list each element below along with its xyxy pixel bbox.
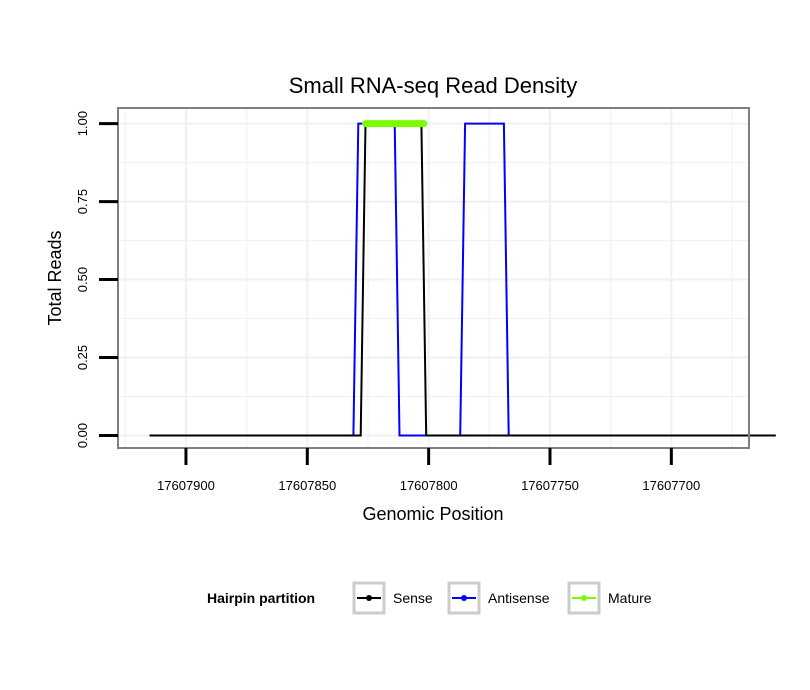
y-axis: 0.00 0.25 0.50 0.75 1.00: [75, 111, 118, 448]
y-tick-label: 0.50: [75, 267, 90, 292]
x-axis: 17607900 17607850 17607800 17607750 17607700: [157, 448, 700, 493]
chart-title: Small RNA-seq Read Density: [289, 73, 578, 98]
legend: Hairpin partition Sense Antisense Mature: [207, 581, 652, 615]
gridlines: [118, 108, 749, 448]
legend-label-antisense: Antisense: [488, 590, 550, 606]
series-layer: [149, 120, 776, 437]
legend-label-mature: Mature: [608, 590, 652, 606]
legend-items: Sense Antisense Mature: [352, 581, 652, 615]
x-tick-label: 17607750: [521, 478, 579, 493]
x-tick-label: 17607850: [278, 478, 336, 493]
y-tick-label: 0.00: [75, 423, 90, 448]
x-axis-title: Genomic Position: [362, 504, 503, 524]
plot-background: [118, 108, 749, 448]
legend-key-dot: [366, 595, 372, 601]
legend-key-dot: [581, 595, 587, 601]
plot-border: [117, 107, 750, 449]
legend-key-dot: [461, 595, 467, 601]
x-tick-label: 17607900: [157, 478, 215, 493]
x-tick-label: 17607800: [400, 478, 458, 493]
legend-title: Hairpin partition: [207, 590, 315, 606]
y-tick-label: 0.25: [75, 345, 90, 370]
y-axis-title: Total Reads: [45, 230, 65, 325]
y-tick-label: 1.00: [75, 111, 90, 136]
plot-panel: [117, 107, 776, 449]
y-tick-label: 0.75: [75, 189, 90, 214]
x-tick-label: 17607700: [642, 478, 700, 493]
legend-label-sense: Sense: [393, 590, 433, 606]
